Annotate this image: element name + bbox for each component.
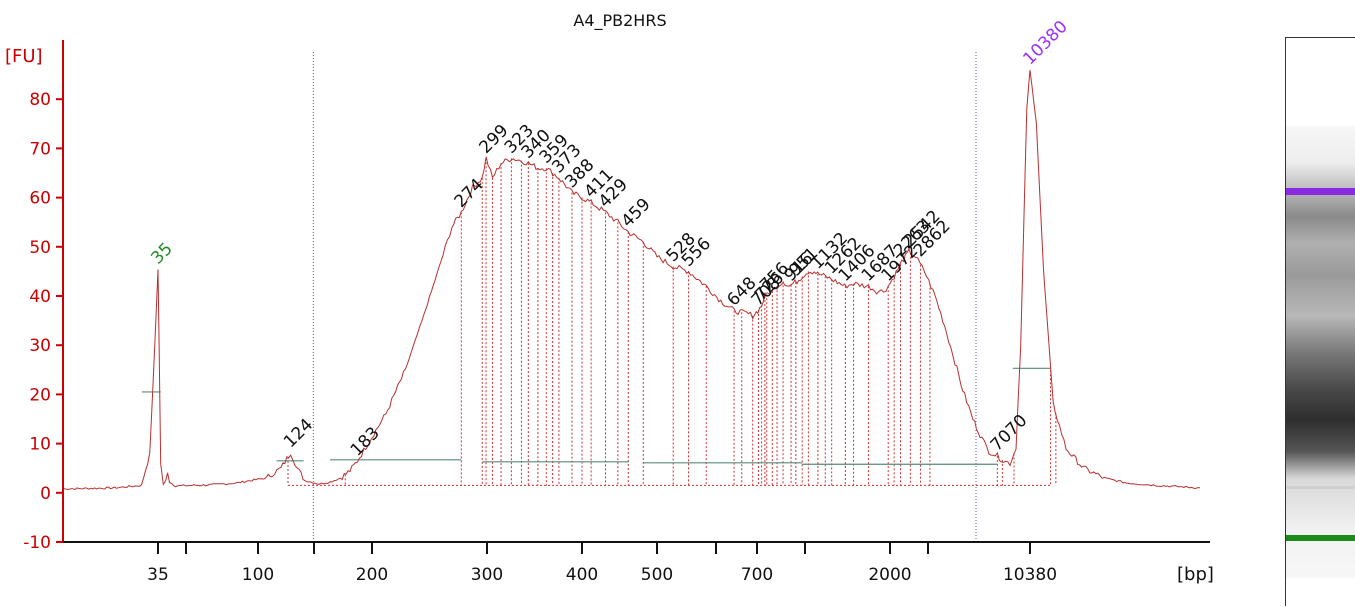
peak-baselines bbox=[141, 367, 1051, 465]
region-marker-layer bbox=[312, 52, 977, 542]
y-tick-label: 20 bbox=[29, 385, 51, 405]
gel-lane bbox=[1286, 126, 1355, 578]
gel-upper-marker-band bbox=[1286, 188, 1355, 195]
gel-faint-band bbox=[1286, 486, 1355, 489]
peak-label: 124 bbox=[280, 415, 317, 452]
x-tick-label: 200 bbox=[356, 565, 388, 585]
upper-marker-label: 10380 bbox=[1019, 17, 1071, 69]
lower-marker-label: 35 bbox=[147, 239, 176, 268]
x-tick-label: 400 bbox=[566, 565, 598, 585]
peak-drop-lines bbox=[287, 158, 1057, 486]
y-tick-label: 60 bbox=[29, 189, 51, 209]
peak-label: 7070 bbox=[987, 411, 1032, 456]
y-tick-label: -10 bbox=[23, 533, 51, 553]
peak-label: 459 bbox=[618, 194, 655, 231]
y-tick-label: 0 bbox=[40, 484, 51, 504]
y-tick-label: 80 bbox=[29, 90, 51, 110]
y-axis-label: [FU] bbox=[5, 46, 43, 67]
y-tick-label: 10 bbox=[29, 435, 51, 455]
x-tick-label: 35 bbox=[147, 565, 169, 585]
y-tick-label: 70 bbox=[29, 139, 51, 159]
x-axis-label: [bp] bbox=[1177, 564, 1214, 585]
fluorescence-trace bbox=[62, 70, 1201, 491]
peak-labels: 124 1832742993233403593733884114294595285… bbox=[147, 17, 1071, 461]
x-tick-label: 100 bbox=[242, 565, 274, 585]
x-tick-label: 10380 bbox=[1003, 565, 1057, 585]
gel-smear bbox=[1286, 126, 1355, 578]
x-tick-labels: 35 100 200 300 400 500 700 2000 10380 bbox=[147, 565, 1057, 585]
y-tick-label: 40 bbox=[29, 287, 51, 307]
peak-label: 183 bbox=[347, 423, 384, 460]
x-tick-label: 300 bbox=[471, 565, 503, 585]
x-tick-label: 2000 bbox=[868, 565, 911, 585]
electropherogram-chart: A4_PB2HRS [FU] [bp] -10 0 10 20 30 40 50 60 70 80… bbox=[5, 11, 1214, 585]
axes bbox=[56, 40, 1210, 554]
y-tick-label: 30 bbox=[29, 336, 51, 356]
chart-title: A4_PB2HRS bbox=[573, 11, 666, 31]
gel-lower-marker-band bbox=[1286, 535, 1355, 541]
y-tick-label: 50 bbox=[29, 238, 51, 258]
gel-image-panel bbox=[1285, 37, 1355, 606]
x-tick-label: 500 bbox=[641, 565, 673, 585]
x-tick-label: 700 bbox=[741, 565, 773, 585]
y-tick-labels: -10 0 10 20 30 40 50 60 70 80 bbox=[23, 90, 51, 553]
